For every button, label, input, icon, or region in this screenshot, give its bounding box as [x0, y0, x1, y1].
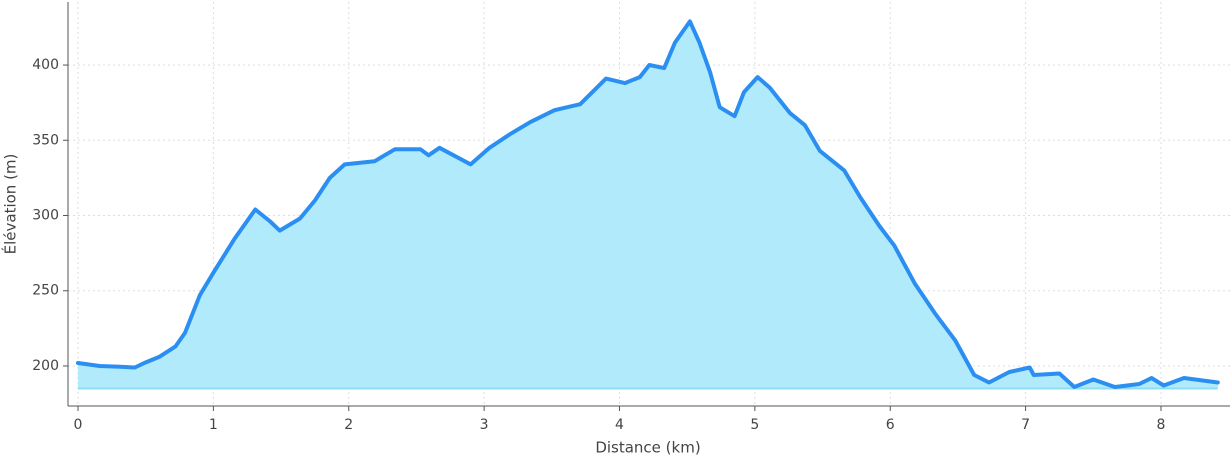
x-tick-label: 1: [209, 417, 218, 433]
x-tick-label: 2: [344, 417, 353, 433]
x-tick-label: 0: [74, 417, 83, 433]
y-tick-label: 300: [32, 208, 59, 224]
area-fill: [78, 21, 1218, 389]
x-tick-label: 6: [886, 417, 895, 433]
y-axis-label: Élévation (m): [1, 154, 20, 255]
x-tick-label: 4: [615, 417, 624, 433]
x-tick-label: 8: [1157, 417, 1166, 433]
y-tick-label: 200: [32, 358, 59, 374]
y-tick-label: 350: [32, 132, 59, 148]
y-tick-label: 400: [32, 57, 59, 73]
x-axis-label: Distance (km): [595, 439, 700, 457]
x-tick-label: 5: [750, 417, 759, 433]
line: [76, 19, 1220, 389]
y-tick-label: 250: [32, 283, 59, 299]
x-tick-label: 7: [1021, 417, 1030, 433]
x-tick-label: 3: [480, 417, 489, 433]
